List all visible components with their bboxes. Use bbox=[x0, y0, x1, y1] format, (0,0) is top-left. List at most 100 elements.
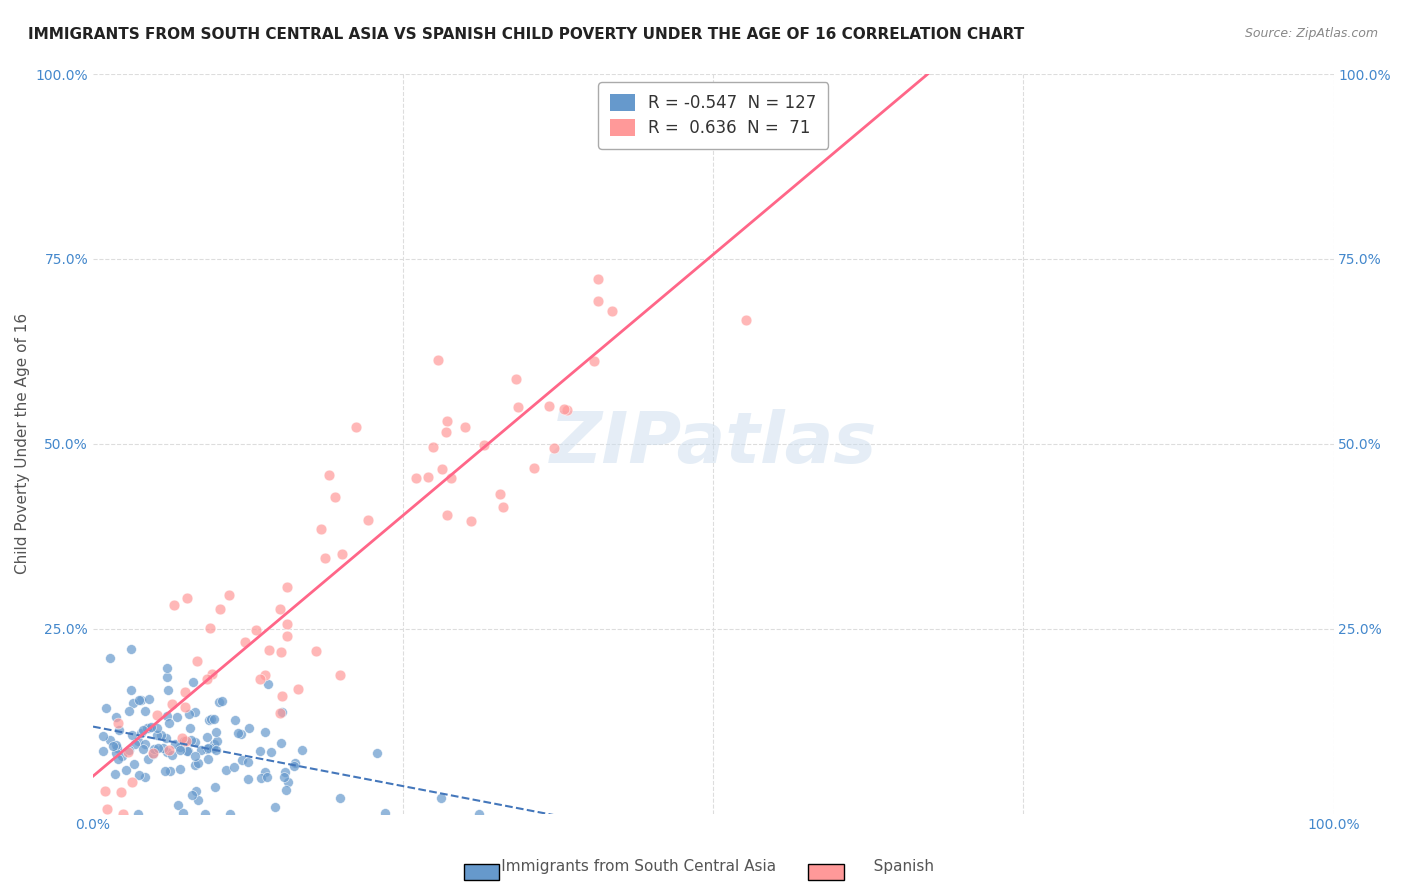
Point bbox=[98, 733, 121, 747]
Point bbox=[734, 313, 756, 327]
Point bbox=[543, 441, 565, 455]
Point bbox=[110, 785, 132, 799]
Point bbox=[150, 728, 173, 742]
Point bbox=[553, 401, 575, 416]
Point bbox=[155, 731, 177, 746]
Point bbox=[91, 729, 114, 743]
Point bbox=[588, 271, 610, 285]
Point bbox=[155, 670, 177, 684]
Point bbox=[208, 695, 231, 709]
Point bbox=[254, 725, 277, 739]
Point bbox=[211, 694, 233, 708]
Point bbox=[430, 791, 453, 805]
Point bbox=[105, 740, 128, 755]
Point bbox=[129, 725, 152, 739]
Point bbox=[156, 745, 179, 759]
Point bbox=[290, 743, 312, 757]
Point bbox=[269, 602, 291, 616]
Point bbox=[134, 704, 156, 718]
Point bbox=[426, 352, 449, 367]
Point bbox=[104, 766, 127, 780]
Point bbox=[187, 793, 209, 807]
Point bbox=[194, 806, 217, 821]
Point bbox=[330, 547, 353, 561]
Point bbox=[111, 748, 134, 763]
Point bbox=[121, 775, 143, 789]
Point bbox=[120, 642, 142, 657]
Point bbox=[200, 712, 222, 726]
Point bbox=[120, 683, 142, 698]
Point bbox=[145, 728, 167, 742]
Point bbox=[453, 420, 475, 434]
Point bbox=[270, 736, 292, 750]
Point bbox=[249, 672, 271, 686]
Point bbox=[186, 654, 208, 668]
Point bbox=[263, 799, 285, 814]
Point bbox=[131, 723, 153, 738]
Text: Immigrants from South Central Asia                    Spanish: Immigrants from South Central Asia Spani… bbox=[472, 859, 934, 874]
Point bbox=[159, 764, 181, 778]
Point bbox=[157, 743, 180, 757]
Point bbox=[176, 744, 198, 758]
Point bbox=[172, 731, 194, 745]
Point bbox=[215, 763, 238, 777]
Point bbox=[218, 588, 240, 602]
Point bbox=[117, 745, 139, 759]
Point bbox=[600, 304, 623, 318]
Point bbox=[405, 470, 427, 484]
Point bbox=[537, 399, 560, 413]
Point bbox=[270, 705, 292, 719]
Point bbox=[131, 742, 153, 756]
Legend: R = -0.547  N = 127, R =  0.636  N =  71: R = -0.547 N = 127, R = 0.636 N = 71 bbox=[599, 82, 828, 149]
Point bbox=[508, 400, 530, 414]
Point bbox=[256, 770, 278, 784]
Point bbox=[146, 708, 169, 723]
Point bbox=[198, 714, 221, 728]
Point bbox=[169, 740, 191, 755]
Point bbox=[309, 522, 332, 536]
Point bbox=[329, 791, 352, 805]
Point bbox=[176, 591, 198, 605]
Point bbox=[197, 752, 219, 766]
Point bbox=[156, 661, 179, 675]
Point bbox=[434, 425, 457, 439]
Point bbox=[357, 512, 380, 526]
Point bbox=[287, 682, 309, 697]
Point bbox=[422, 440, 444, 454]
Point bbox=[187, 756, 209, 770]
Point bbox=[108, 723, 131, 737]
Point bbox=[134, 738, 156, 752]
Point bbox=[253, 667, 276, 681]
Point bbox=[505, 371, 527, 385]
Point bbox=[104, 710, 127, 724]
Point bbox=[157, 683, 180, 698]
Point bbox=[174, 700, 197, 714]
Text: ZIPatlas: ZIPatlas bbox=[550, 409, 877, 478]
Point bbox=[468, 806, 491, 821]
Point bbox=[129, 693, 152, 707]
Point bbox=[205, 725, 228, 739]
Point bbox=[236, 772, 259, 787]
Point bbox=[224, 760, 246, 774]
Point bbox=[128, 693, 150, 707]
Point bbox=[202, 737, 225, 751]
Point bbox=[436, 508, 458, 522]
Point bbox=[142, 746, 165, 760]
Point bbox=[163, 598, 186, 612]
Point bbox=[323, 490, 346, 504]
Point bbox=[489, 487, 512, 501]
Point bbox=[184, 757, 207, 772]
Point bbox=[134, 770, 156, 784]
Point bbox=[111, 806, 134, 821]
Point bbox=[98, 650, 121, 665]
Point bbox=[142, 742, 165, 756]
Point bbox=[284, 756, 307, 771]
Point bbox=[269, 706, 291, 720]
Point bbox=[204, 780, 226, 795]
Point bbox=[202, 712, 225, 726]
Point bbox=[233, 635, 256, 649]
Point bbox=[107, 715, 129, 730]
Point bbox=[167, 797, 190, 812]
Point bbox=[271, 690, 294, 704]
Point bbox=[184, 705, 207, 719]
